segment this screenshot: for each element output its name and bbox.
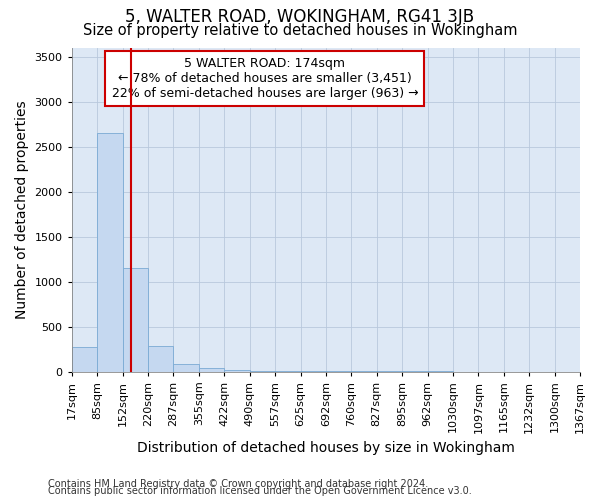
Bar <box>250 371 275 372</box>
Bar <box>224 370 250 372</box>
Bar <box>122 268 148 372</box>
Text: Contains HM Land Registry data © Crown copyright and database right 2024.: Contains HM Land Registry data © Crown c… <box>48 479 428 489</box>
Bar <box>173 364 199 372</box>
Text: Contains public sector information licensed under the Open Government Licence v3: Contains public sector information licen… <box>48 486 472 496</box>
Y-axis label: Number of detached properties: Number of detached properties <box>15 100 29 319</box>
Bar <box>72 348 97 372</box>
Text: 5, WALTER ROAD, WOKINGHAM, RG41 3JB: 5, WALTER ROAD, WOKINGHAM, RG41 3JB <box>125 8 475 26</box>
Bar <box>148 346 173 372</box>
Bar <box>199 368 224 372</box>
Bar <box>97 133 122 372</box>
Text: 5 WALTER ROAD: 174sqm
← 78% of detached houses are smaller (3,451)
22% of semi-d: 5 WALTER ROAD: 174sqm ← 78% of detached … <box>112 57 418 100</box>
X-axis label: Distribution of detached houses by size in Wokingham: Distribution of detached houses by size … <box>137 441 515 455</box>
Text: Size of property relative to detached houses in Wokingham: Size of property relative to detached ho… <box>83 22 517 38</box>
